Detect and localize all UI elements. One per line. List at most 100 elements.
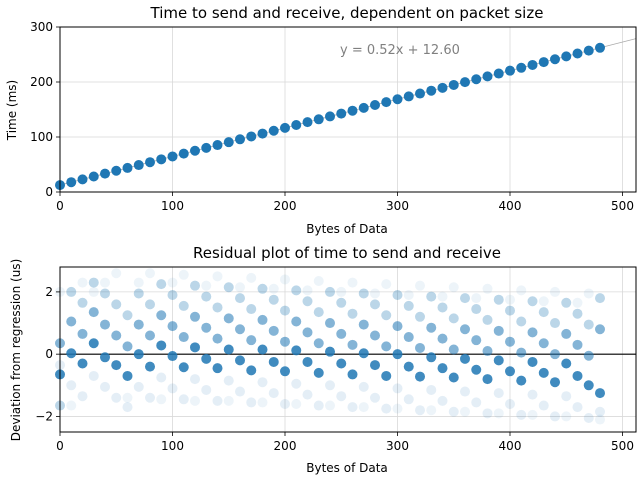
residual-point — [550, 377, 560, 388]
top-chart-title: Time to send and receive, dependent on p… — [150, 4, 544, 22]
residual-point — [223, 375, 234, 386]
residual-point — [426, 405, 437, 416]
residual-point — [437, 291, 448, 302]
residual-point — [145, 268, 155, 279]
residual-point — [572, 339, 583, 350]
bottom-xtick-label: 400 — [499, 439, 522, 453]
residual-point — [437, 395, 448, 406]
residual-point — [257, 344, 268, 355]
data-point — [291, 120, 302, 131]
residual-point — [471, 335, 482, 346]
residual-point — [302, 389, 313, 400]
residual-point — [505, 366, 515, 377]
residual-point — [190, 311, 200, 322]
residual-point — [190, 374, 200, 385]
residual-point — [133, 288, 144, 299]
residual-point — [358, 288, 369, 299]
data-point — [493, 68, 504, 79]
residual-point — [448, 406, 459, 417]
residual-point — [505, 305, 515, 316]
data-point — [167, 151, 178, 162]
residual-point — [122, 392, 133, 403]
residual-point — [493, 408, 504, 419]
residual-point — [493, 325, 504, 336]
residual-point — [550, 349, 560, 360]
residual-point — [538, 307, 549, 318]
bottom-xtick-label: 200 — [274, 439, 297, 453]
residual-point — [482, 346, 493, 357]
data-point — [223, 137, 234, 148]
bottom-chart-title: Residual plot of time to send and receiv… — [193, 244, 501, 262]
residual-point — [527, 327, 538, 338]
residual-point — [381, 403, 392, 414]
residual-point — [100, 319, 110, 330]
residual-point — [111, 268, 122, 279]
data-point — [448, 79, 459, 90]
residual-point — [471, 364, 482, 375]
residual-point — [235, 324, 245, 335]
residual-point — [325, 400, 335, 411]
residual-point — [77, 328, 88, 339]
residual-point — [246, 365, 257, 376]
residual-point — [392, 403, 403, 414]
residual-point — [392, 349, 403, 360]
residual-point — [561, 411, 572, 422]
top-chart-annotation: y = 0.52x + 12.60 — [340, 43, 460, 58]
top-xtick-label: 500 — [611, 199, 634, 213]
top-xtick-label: 0 — [56, 199, 64, 213]
residual-point — [302, 296, 313, 307]
bottom-xtick-label: 500 — [611, 439, 634, 453]
residual-point — [145, 392, 155, 403]
residual-point — [370, 299, 380, 310]
residual-point — [561, 358, 572, 369]
residual-point — [235, 355, 245, 366]
data-point — [347, 105, 358, 116]
residual-point — [595, 406, 605, 417]
data-point — [156, 154, 167, 165]
residual-point — [201, 353, 212, 364]
residual-point — [471, 293, 482, 304]
residual-point — [280, 398, 290, 409]
residual-point — [381, 310, 392, 321]
residual-point — [190, 395, 200, 406]
residual-point — [336, 328, 347, 339]
top-xtick-label: 400 — [499, 199, 522, 213]
residual-point — [538, 367, 549, 378]
residual-point — [178, 394, 189, 405]
residual-point — [505, 398, 515, 409]
residual-point — [460, 324, 470, 335]
residual-point — [257, 314, 268, 325]
residual-point — [358, 381, 369, 392]
residual-point — [313, 307, 324, 318]
bottom-xtick-label: 300 — [386, 439, 409, 453]
residual-point — [223, 282, 234, 293]
residual-point — [122, 402, 133, 413]
residual-point — [235, 293, 245, 304]
residual-point — [167, 277, 178, 288]
residual-point — [403, 332, 414, 343]
residual-point — [88, 370, 99, 381]
residual-point — [212, 395, 223, 406]
residual-point — [381, 279, 392, 290]
data-point — [336, 108, 347, 119]
data-point — [538, 57, 549, 68]
data-point — [66, 177, 77, 188]
residual-point — [133, 319, 144, 330]
residual-point — [358, 319, 369, 330]
bottom-xtick-label: 0 — [56, 439, 64, 453]
residual-point — [291, 316, 302, 327]
data-point — [235, 134, 245, 145]
residual-point — [370, 288, 380, 299]
top-ytick-label: 0 — [45, 185, 53, 199]
residual-point — [133, 349, 144, 360]
residual-point — [145, 361, 155, 372]
data-point — [280, 122, 290, 133]
residual-point — [88, 277, 99, 288]
residual-point — [145, 330, 155, 341]
bottom-ytick-label: −2 — [35, 409, 53, 423]
residual-point — [516, 347, 527, 358]
residual-point — [268, 356, 279, 367]
residual-point — [482, 408, 493, 419]
residual-point — [325, 286, 335, 297]
residual-point — [212, 363, 223, 374]
